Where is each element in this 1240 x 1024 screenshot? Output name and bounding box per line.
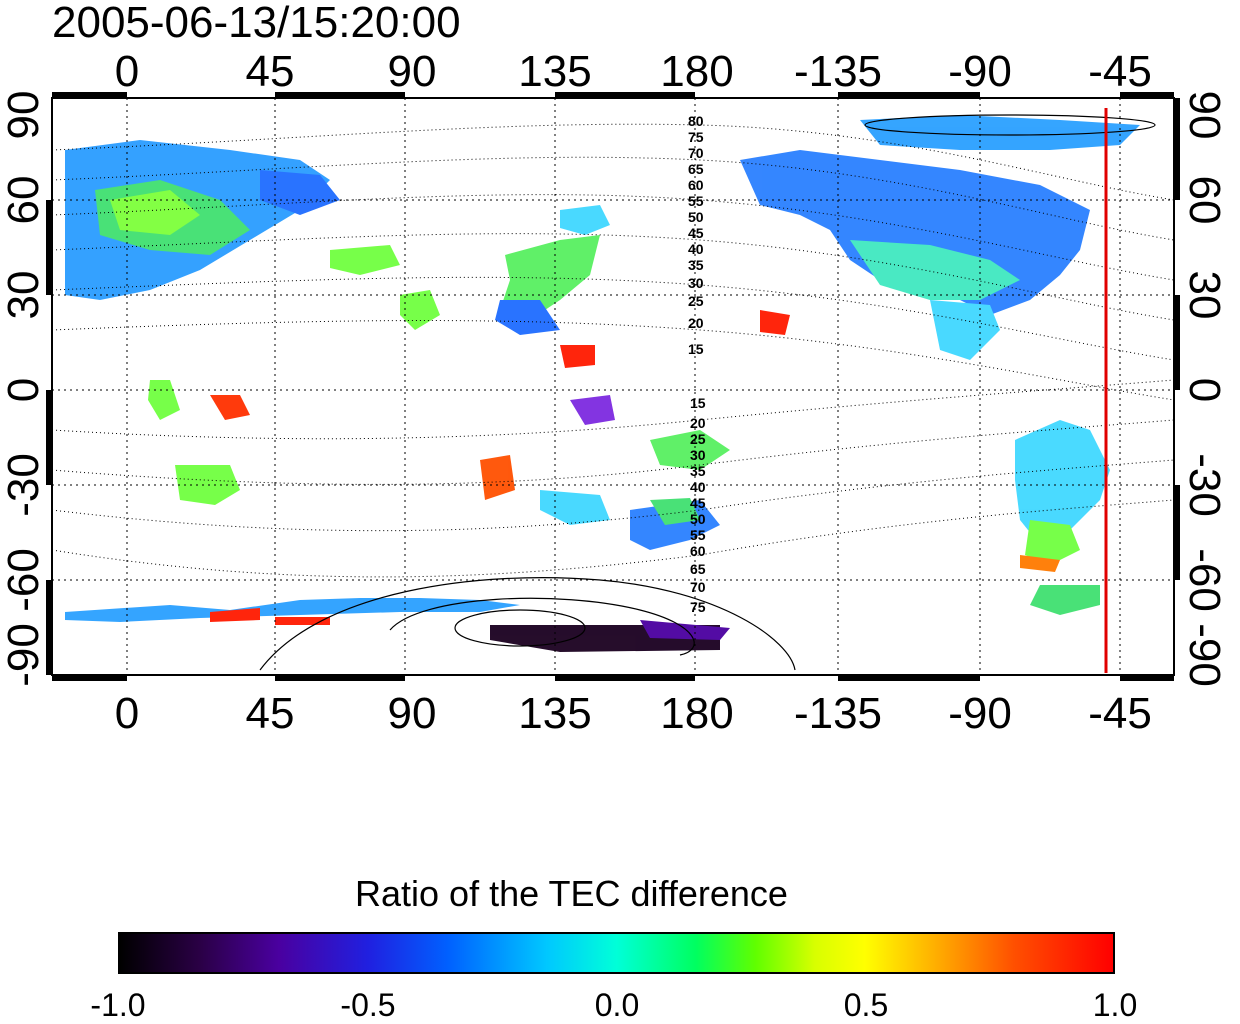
north-contour-label: 65 xyxy=(688,161,704,177)
colorbar-tick-label: -1.0 xyxy=(90,987,146,1023)
bottom-longitude-label: 0 xyxy=(115,689,139,738)
north-contour-label: 35 xyxy=(688,257,704,273)
colorbar-tick-label: 0.0 xyxy=(594,987,640,1023)
north-contour-label: 50 xyxy=(688,209,704,225)
bottom-longitude-label: 90 xyxy=(388,689,437,738)
south-contour-labels: 15 20 25 30 35 40 45 50 55 60 65 70 75 xyxy=(690,395,706,615)
bottom-longitude-label: -45 xyxy=(1088,689,1152,738)
north-contour-label: 15 xyxy=(688,341,704,357)
south-contour-label: 15 xyxy=(690,395,706,411)
south-contour-label: 55 xyxy=(690,527,706,543)
right-latitude-label: -30 xyxy=(1180,453,1229,517)
south-contour-label: 40 xyxy=(690,479,706,495)
south-contour-label: 50 xyxy=(690,511,706,527)
colorbar-tick-label: -0.5 xyxy=(340,987,396,1023)
south-contour-label: 35 xyxy=(690,463,706,479)
left-latitude-label: -60 xyxy=(0,548,48,612)
north-contour-label: 60 xyxy=(688,177,704,193)
tec-map: 80 75 70 65 60 55 50 45 40 35 30 25 20 1… xyxy=(0,47,1229,738)
bottom-longitude-labels: 0 45 90 135 180 -135 -90 -45 xyxy=(115,689,1152,738)
right-latitude-label: -60 xyxy=(1180,548,1229,612)
colorbar-tick-label: 1.0 xyxy=(1092,987,1138,1023)
left-latitude-label: 90 xyxy=(0,91,48,140)
south-contour-label: 45 xyxy=(690,495,706,511)
north-contour-label: 20 xyxy=(688,315,704,331)
right-latitude-label: 0 xyxy=(1180,378,1229,402)
north-contour-label: 25 xyxy=(688,293,704,309)
left-latitude-label: 30 xyxy=(0,271,48,320)
frame-tick-bars xyxy=(46,92,1180,681)
top-longitude-label: -135 xyxy=(794,47,882,96)
south-contour-label: 25 xyxy=(690,431,706,447)
right-latitude-labels: 90 60 30 0 -30 -60 -90 xyxy=(1180,91,1229,687)
colorbar-title: Ratio of the TEC difference xyxy=(355,873,788,914)
top-longitude-label: 45 xyxy=(246,47,295,96)
north-contour-label: 55 xyxy=(688,193,704,209)
colorbar-tick-label: 0.5 xyxy=(843,987,889,1023)
auroral-oval-contours xyxy=(259,114,1156,671)
north-contour-label: 45 xyxy=(688,225,704,241)
left-latitude-label: -30 xyxy=(0,453,48,517)
north-contour-label: 70 xyxy=(688,145,704,161)
map-timestamp-title: 2005-06-13/15:20:00 xyxy=(52,0,461,47)
bottom-longitude-label: 45 xyxy=(246,689,295,738)
top-longitude-label: 180 xyxy=(660,47,733,96)
right-latitude-label: 30 xyxy=(1180,271,1229,320)
left-latitude-label: 60 xyxy=(0,176,48,225)
left-latitude-label: -90 xyxy=(0,623,48,687)
south-contour-label: 75 xyxy=(690,599,706,615)
top-longitude-label: 90 xyxy=(388,47,437,96)
top-longitude-label: 135 xyxy=(518,47,591,96)
right-latitude-label: 90 xyxy=(1180,91,1229,140)
top-longitude-labels: 0 45 90 135 180 -135 -90 -45 xyxy=(115,47,1152,96)
north-contour-labels: 80 75 70 65 60 55 50 45 40 35 30 25 20 1… xyxy=(688,113,704,357)
south-contour-label: 65 xyxy=(690,561,706,577)
right-latitude-label: 60 xyxy=(1180,176,1229,225)
bottom-longitude-label: -90 xyxy=(948,689,1012,738)
south-contour-label: 20 xyxy=(690,415,706,431)
magnetic-latitude-contours xyxy=(51,123,1175,578)
north-contour-label: 75 xyxy=(688,129,704,145)
bottom-longitude-label: 180 xyxy=(660,689,733,738)
top-longitude-label: -45 xyxy=(1088,47,1152,96)
north-contour-label: 40 xyxy=(688,241,704,257)
colorbar xyxy=(118,932,1115,974)
right-latitude-label: -90 xyxy=(1180,623,1229,687)
tec-data-pixels xyxy=(65,115,1140,652)
top-longitude-label: -90 xyxy=(948,47,1012,96)
north-contour-label: 30 xyxy=(688,275,704,291)
south-contour-label: 30 xyxy=(690,447,706,463)
bottom-longitude-label: 135 xyxy=(518,689,591,738)
north-contour-label: 80 xyxy=(688,113,704,129)
south-contour-label: 70 xyxy=(690,579,706,595)
left-latitude-label: 0 xyxy=(0,378,48,402)
graticule xyxy=(52,98,1174,675)
left-latitude-labels: 90 60 30 0 -30 -60 -90 xyxy=(0,91,48,687)
bottom-longitude-label: -135 xyxy=(794,689,882,738)
south-contour-label: 60 xyxy=(690,543,706,559)
top-longitude-label: 0 xyxy=(115,47,139,96)
